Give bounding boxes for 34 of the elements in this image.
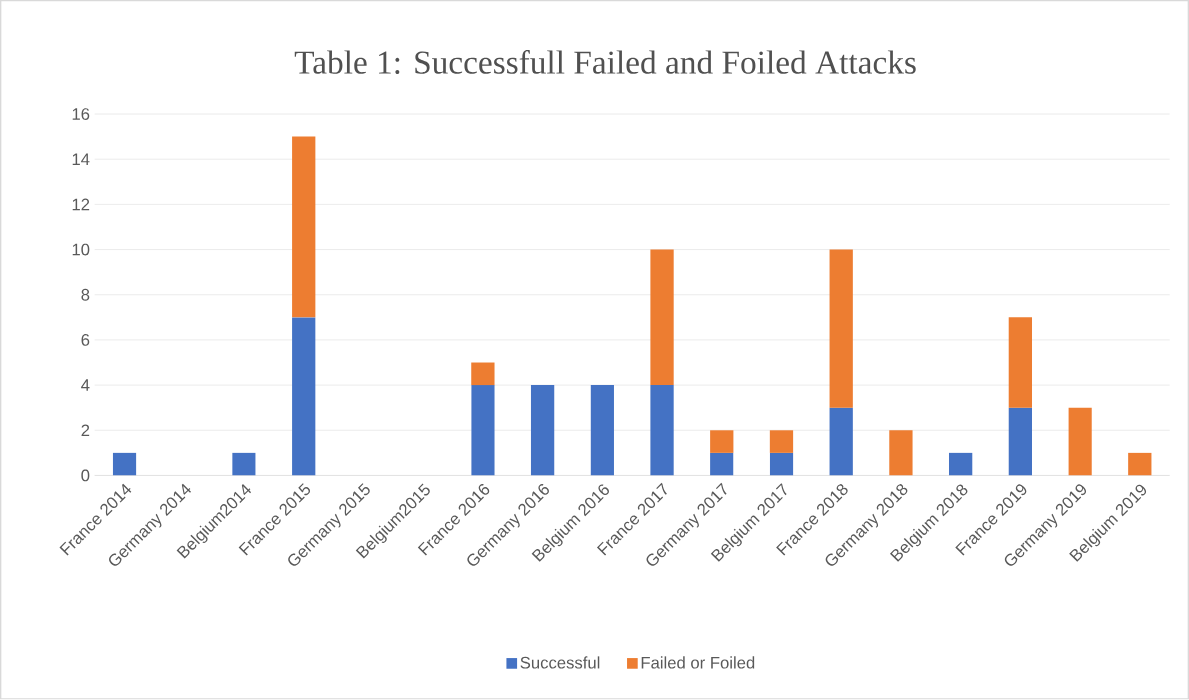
y-tick-label: 4 [81, 379, 90, 392]
bar [590, 385, 614, 476]
legend-label: Successful [520, 656, 600, 669]
bar [889, 430, 913, 476]
bar [471, 385, 495, 476]
bar [949, 453, 973, 476]
bar [1128, 453, 1152, 476]
y-tick-label: 2 [81, 424, 90, 437]
bar [471, 362, 495, 386]
bar [829, 407, 853, 476]
bar [232, 453, 256, 476]
y-tick-label: 8 [81, 289, 90, 301]
y-tick-label: 6 [81, 334, 90, 347]
y-tick-label: 16 [72, 108, 90, 121]
bar [1008, 407, 1032, 476]
bar [710, 453, 734, 476]
y-tick-label: 12 [72, 198, 90, 211]
bar [650, 249, 674, 386]
bar [292, 317, 316, 476]
bar [530, 385, 555, 476]
bar [710, 430, 734, 454]
bar [112, 453, 137, 476]
y-tick-label: 14 [72, 153, 90, 166]
bar [829, 249, 853, 408]
y-tick-label: 0 [81, 469, 90, 482]
bar [1068, 407, 1092, 476]
y-tick-label: 10 [72, 243, 90, 256]
bar [769, 453, 794, 476]
legend-label: Failed or Foiled [641, 656, 755, 669]
bar [292, 136, 316, 318]
bar [1008, 317, 1032, 408]
bar [769, 430, 794, 454]
chart-title: Table 1: Successfull Failed and Foiled Attacks [294, 50, 916, 75]
bar [650, 385, 674, 476]
